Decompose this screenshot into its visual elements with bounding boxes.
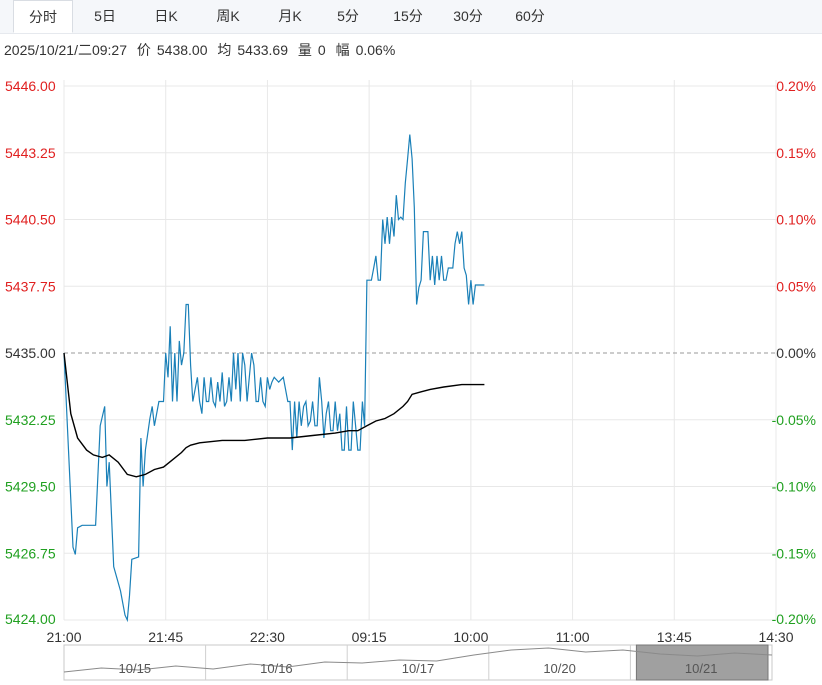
y-tick-label-right: 0.20% — [776, 78, 816, 94]
x-tick-label: 10:00 — [453, 629, 488, 645]
tab-8[interactable]: 60分 — [515, 8, 545, 24]
navigator-label: 10/17 — [402, 661, 435, 676]
y-tick-label-left: 5426.75 — [5, 545, 56, 561]
tab-6[interactable]: 15分 — [393, 8, 423, 24]
y-tick-label-right: -0.05% — [772, 412, 816, 428]
x-tick-label: 21:00 — [46, 629, 81, 645]
avg-label: 均 — [217, 42, 232, 58]
tab-4[interactable]: 月K — [278, 8, 302, 24]
x-tick-label: 14:30 — [758, 629, 793, 645]
amplitude-value: 0.06% — [355, 42, 396, 58]
y-tick-label-left: 5446.00 — [5, 78, 56, 94]
y-tick-label-right: 0.05% — [776, 278, 816, 294]
x-tick-label: 11:00 — [556, 629, 590, 645]
amplitude-label: 幅 — [335, 42, 350, 58]
navigator-sparkline — [63, 647, 773, 673]
volume-value: 0 — [317, 42, 326, 58]
x-tick-label: 09:15 — [352, 629, 387, 645]
price-label: 价 — [136, 42, 151, 58]
tab-5[interactable]: 5分 — [337, 8, 359, 24]
navigator-label: 10/15 — [119, 661, 152, 676]
y-tick-label-right: -0.15% — [772, 545, 816, 561]
y-tick-label-right: 0.15% — [776, 145, 816, 161]
period-tabs: 分时 5日 日K 周K 月K 5分 15分 30分 60分 — [0, 0, 822, 34]
navigator-label: 10/20 — [543, 661, 576, 676]
y-tick-label-left: 5437.75 — [5, 278, 56, 294]
y-tick-label-left: 5440.50 — [5, 212, 56, 228]
tab-3[interactable]: 周K — [216, 8, 240, 24]
y-tick-label-right: 0.00% — [776, 345, 816, 361]
y-tick-label-left: 5424.00 — [5, 611, 56, 627]
y-tick-label-left: 5432.25 — [5, 412, 56, 428]
x-tick-label: 22:30 — [250, 629, 285, 645]
y-tick-label-left: 5429.50 — [5, 479, 56, 495]
price-value: 5438.00 — [156, 42, 208, 58]
y-tick-label-right: 0.10% — [776, 212, 816, 228]
y-tick-label-right: -0.10% — [772, 479, 816, 495]
y-tick-label-left: 5443.25 — [5, 145, 56, 161]
x-tick-label: 21:45 — [148, 629, 183, 645]
y-tick-label-right: -0.20% — [772, 611, 816, 627]
avg-value: 5433.69 — [237, 42, 288, 58]
navigator-label: 10/16 — [260, 661, 293, 676]
x-tick-label: 13:45 — [657, 629, 692, 645]
tab-1[interactable]: 5日 — [94, 8, 116, 24]
tab-0[interactable]: 分时 — [13, 0, 73, 33]
quote-datetime: 2025/10/21/二09:27 — [4, 42, 127, 58]
tab-2[interactable]: 日K — [154, 8, 178, 24]
navigator-label: 10/21 — [685, 661, 718, 676]
price-line — [63, 134, 485, 623]
y-tick-label-left: 5435.00 — [5, 345, 56, 361]
volume-label: 量 — [297, 42, 312, 58]
average-line — [63, 352, 485, 478]
tab-7[interactable]: 30分 — [453, 8, 483, 24]
navigator-selection — [635, 644, 769, 681]
